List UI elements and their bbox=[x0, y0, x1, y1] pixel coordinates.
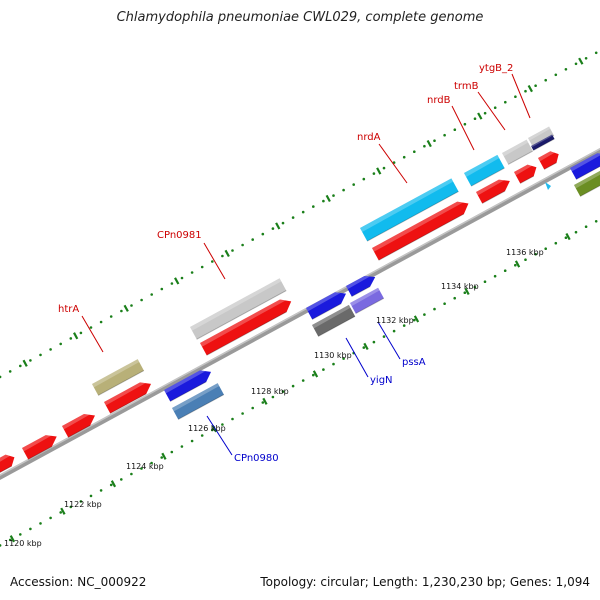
small-feature-marker bbox=[545, 182, 551, 190]
gene-label-cpn0981: CPn0981 bbox=[157, 230, 202, 241]
upper-major-tick bbox=[224, 249, 230, 258]
upper-major-tick bbox=[275, 222, 281, 230]
leader-line bbox=[203, 242, 226, 280]
upper-major-tick bbox=[426, 139, 432, 148]
accession-text: Accession: NC_000922 bbox=[10, 575, 147, 589]
gene-nrda bbox=[360, 178, 459, 242]
gene-rev-2 bbox=[306, 292, 347, 320]
lower-major-tick bbox=[464, 287, 470, 296]
leader-line bbox=[377, 321, 401, 360]
leader-line bbox=[378, 143, 408, 184]
lower-major-tick bbox=[9, 535, 16, 543]
tick-label: 1128 kbp bbox=[251, 387, 289, 396]
gene-fwd-2 bbox=[22, 435, 57, 460]
tick-label: 1126 kbp bbox=[188, 424, 226, 433]
lower-major-tick bbox=[514, 260, 521, 268]
lower-major-tick bbox=[413, 315, 420, 323]
gene-label-yign: yigN bbox=[370, 375, 393, 386]
upper-major-tick bbox=[578, 57, 584, 65]
gene-rev-4 bbox=[570, 153, 600, 180]
lower-major-tick bbox=[363, 342, 369, 351]
upper-major-tick bbox=[477, 112, 483, 120]
gene-pssa bbox=[350, 287, 385, 314]
gene-rev-1 bbox=[164, 370, 212, 402]
gene-htra bbox=[92, 359, 145, 396]
leader-line bbox=[451, 105, 475, 151]
lower-major-tick bbox=[262, 397, 268, 405]
gene-cpn0981-pair bbox=[200, 299, 292, 356]
tick-label: 1134 kbp bbox=[441, 282, 479, 291]
lower-major-tick bbox=[161, 452, 167, 460]
gene-ytgb2-dark bbox=[531, 134, 555, 151]
leader-line bbox=[81, 315, 104, 353]
tick-label: 1130 kbp bbox=[314, 351, 352, 360]
leader-line bbox=[511, 73, 531, 119]
tick-labels: 1120 kbp 1122 kbp 1124 kbp 1126 kbp 1128 kbp… bbox=[4, 248, 544, 548]
upper-major-tick bbox=[22, 359, 28, 367]
gene-fwd-3 bbox=[62, 414, 95, 438]
gene-label-nrda: nrdA bbox=[357, 132, 381, 143]
gene-ytgb2-pair bbox=[538, 151, 559, 170]
gene-nrdb bbox=[464, 154, 505, 187]
gene-label-trmb: trmB bbox=[454, 81, 479, 92]
lower-major-tick bbox=[60, 507, 66, 515]
upper-major-tick bbox=[376, 167, 382, 175]
lower-ruler bbox=[0, 220, 598, 547]
genome-backbone bbox=[0, 148, 600, 480]
gene-nrdb-pair bbox=[476, 179, 510, 204]
upper-major-tick bbox=[325, 194, 331, 203]
gene-cpn0981 bbox=[190, 278, 287, 340]
gene-nrda-pair bbox=[372, 201, 469, 261]
gene-rev-5 bbox=[574, 165, 600, 197]
gene-yign bbox=[312, 304, 356, 337]
leader-line bbox=[477, 91, 506, 131]
gene-label-pssa: pssA bbox=[402, 357, 426, 368]
upper-major-tick bbox=[123, 304, 129, 312]
gene-label-cpn0980: CPn0980 bbox=[234, 453, 279, 464]
topology-summary: Topology: circular; Length: 1,230,230 bp… bbox=[260, 575, 590, 589]
map-title: Chlamydophila pneumoniae CWL029, complet… bbox=[116, 10, 484, 25]
tick-label: 1122 kbp bbox=[64, 500, 102, 509]
upper-ruler bbox=[0, 51, 598, 379]
tick-label: 1124 kbp bbox=[126, 462, 164, 471]
upper-major-tick bbox=[73, 332, 79, 340]
ruler-lines bbox=[0, 51, 598, 547]
lower-major-tick bbox=[565, 232, 571, 241]
upper-major-tick bbox=[527, 84, 533, 93]
lower-major-tick bbox=[110, 480, 117, 488]
gene-label-htra: htrA bbox=[58, 304, 79, 315]
upper-major-tick bbox=[174, 277, 180, 285]
gene-features bbox=[0, 126, 600, 474]
tick-label: 1136 kbp bbox=[506, 248, 544, 257]
gene-trmb bbox=[502, 139, 534, 165]
gene-rev-3 bbox=[346, 275, 376, 297]
gene-fwd-1 bbox=[0, 454, 15, 474]
gene-label-nrdb: nrdB bbox=[427, 95, 451, 106]
gene-trmb-pair bbox=[514, 164, 537, 184]
lower-major-tick bbox=[312, 370, 319, 378]
gene-cpn0980 bbox=[172, 383, 225, 420]
gene-label-ytgb-2: ytgB_2 bbox=[479, 63, 513, 74]
gene-htra-pair bbox=[104, 382, 152, 414]
leader-line bbox=[206, 415, 233, 456]
tick-label: 1132 kbp bbox=[376, 316, 414, 325]
leader-line bbox=[345, 337, 369, 378]
tick-label: 1120 kbp bbox=[4, 539, 42, 548]
